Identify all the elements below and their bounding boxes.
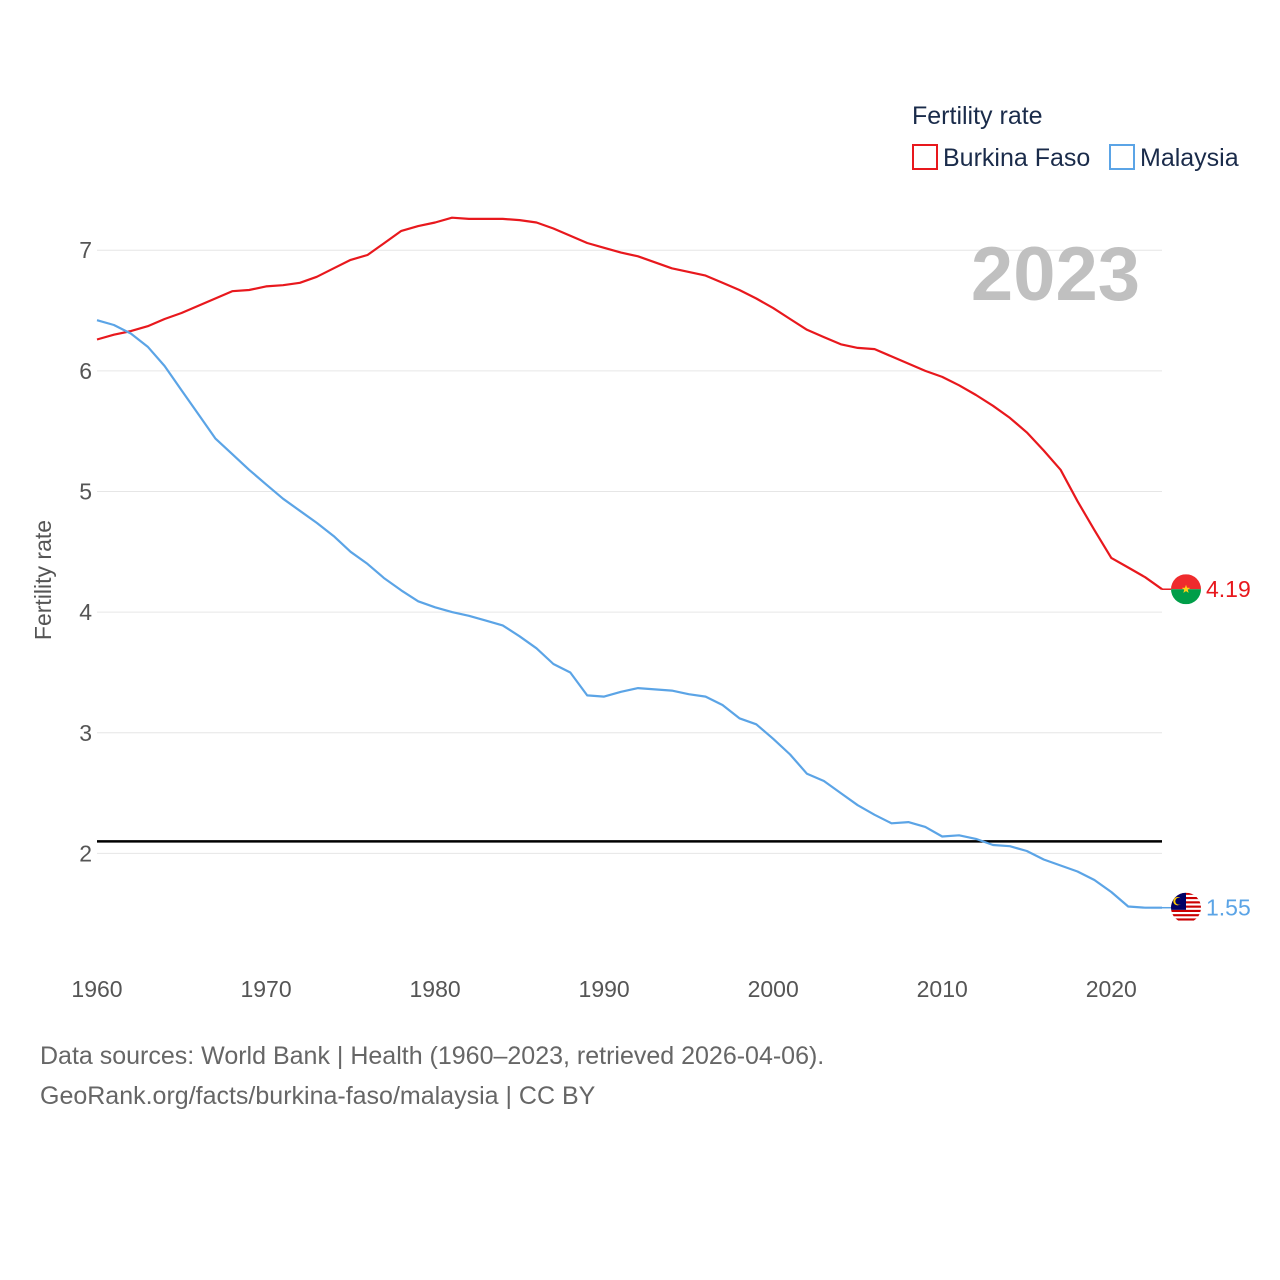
end-value-label-malaysia: 1.55 (1206, 895, 1251, 921)
y-tick-label-4: 4 (79, 599, 92, 625)
x-tick-label-2020: 2020 (1086, 976, 1137, 1002)
legend-label-malaysia: Malaysia (1140, 144, 1239, 172)
series-line-burkina-faso (96, 216, 1163, 591)
x-tick-label-1970: 1970 (240, 976, 291, 1002)
y-tick-labels: 2 3 4 5 6 7 (79, 237, 92, 866)
legend-title: Fertility rate (912, 102, 1043, 130)
series-lines (96, 216, 1163, 909)
y-tick-label-6: 6 (79, 358, 92, 384)
footer-attribution: GeoRank.org/facts/burkina-faso/malaysia … (40, 1082, 596, 1110)
x-tick-label-2010: 2010 (917, 976, 968, 1002)
x-tick-label-1990: 1990 (579, 976, 630, 1002)
x-tick-label-2000: 2000 (748, 976, 799, 1002)
y-axis-label: Fertility rate (30, 520, 56, 640)
legend-item-burkina-faso[interactable]: Burkina Faso (912, 144, 1090, 172)
y-tick-label-3: 3 (79, 720, 92, 746)
y-gridlines (97, 249, 1162, 854)
x-tick-label-1960: 1960 (71, 976, 122, 1002)
x-tick-label-1980: 1980 (410, 976, 461, 1002)
burkina-faso-flag (1171, 574, 1201, 605)
y-tick-label-2: 2 (79, 840, 92, 866)
series-end-markers: 4.19 1.55 (1162, 574, 1251, 923)
series-line-malaysia (96, 319, 1162, 909)
y-tick-label-5: 5 (79, 479, 92, 505)
legend-swatch-malaysia (1109, 144, 1135, 170)
legend-label-burkina-faso: Burkina Faso (943, 144, 1090, 172)
malaysia-flag (1171, 892, 1201, 923)
end-value-label-burkina-faso: 4.19 (1206, 576, 1251, 602)
footer-sources: Data sources: World Bank | Health (1960–… (40, 1042, 825, 1070)
legend-swatch-burkina-faso (912, 144, 938, 170)
legend-item-malaysia[interactable]: Malaysia (1109, 144, 1239, 172)
legend: Fertility rate Burkina Faso Malaysia (912, 102, 1239, 172)
current-year-label: 2023 (971, 232, 1140, 317)
x-tick-labels: 1960 1970 1980 1990 2000 2010 2020 (71, 976, 1136, 1002)
y-tick-label-7: 7 (79, 237, 92, 263)
